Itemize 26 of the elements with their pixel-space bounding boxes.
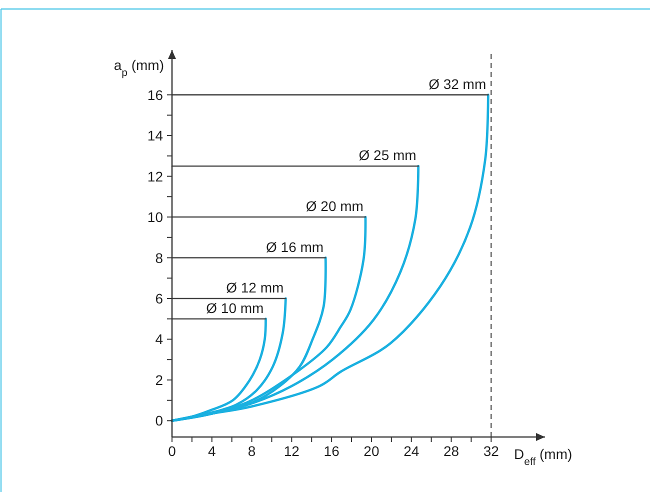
series-label: Ø 25 mm xyxy=(358,147,416,164)
x-axis-title: D$_{eff}$ (mm) xyxy=(514,446,572,468)
x-tick-label: 12 xyxy=(284,443,300,459)
y-tick-label: 6 xyxy=(155,290,164,306)
x-tick-label: 28 xyxy=(443,443,460,459)
y-tick-label: 4 xyxy=(155,331,164,348)
x-tick-label: 0 xyxy=(168,443,176,459)
y-tick-label: 2 xyxy=(155,372,164,388)
y-tick-label: 10 xyxy=(147,209,164,226)
y-tick-label: 8 xyxy=(155,250,164,266)
series-label: Ø 32 mm xyxy=(428,76,486,92)
series-label: Ø 12 mm xyxy=(226,279,284,296)
y-axis-title: a$_{p}$ (mm) xyxy=(114,57,164,79)
series-label: Ø 16 mm xyxy=(266,238,324,255)
series-label: Ø 20 mm xyxy=(306,198,364,214)
y-tick-label: 0 xyxy=(155,412,164,429)
x-tick-label: 20 xyxy=(364,443,380,459)
x-tick-label: 4 xyxy=(208,443,216,459)
x-tick-label: 8 xyxy=(248,443,256,459)
x-tick-label: 32 xyxy=(483,443,500,459)
x-tick-label: 16 xyxy=(324,443,340,459)
series-label: Ø 10 mm xyxy=(206,300,264,316)
y-tick-label: 14 xyxy=(147,128,164,144)
y-tick-label: 16 xyxy=(147,86,164,103)
y-tick-label: 12 xyxy=(147,168,164,184)
x-tick-label: 24 xyxy=(404,443,420,459)
